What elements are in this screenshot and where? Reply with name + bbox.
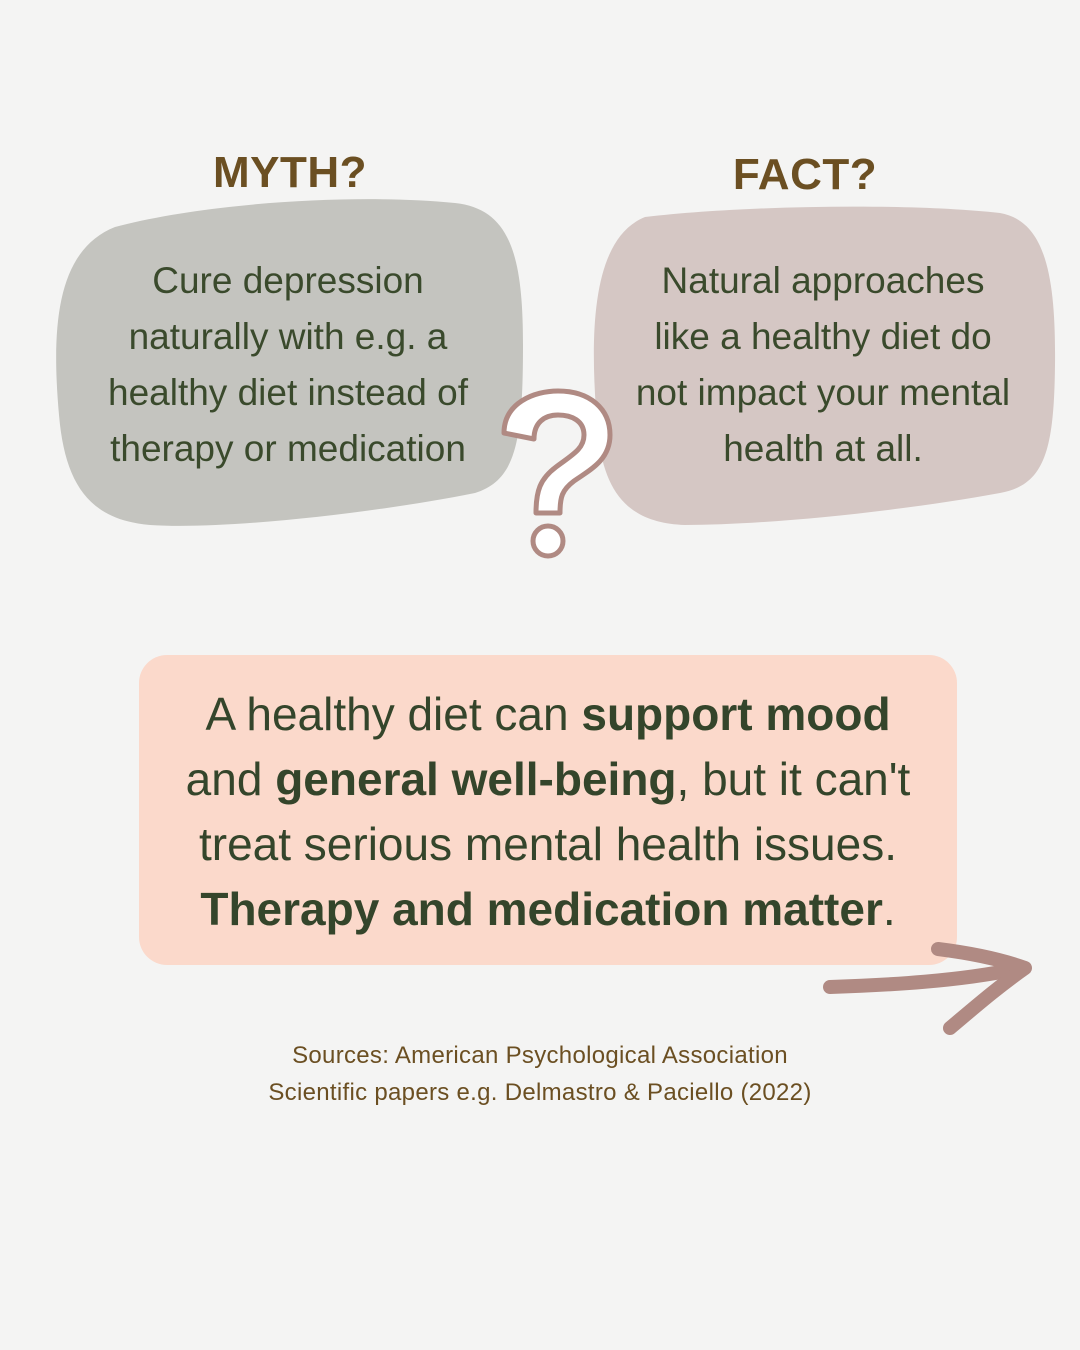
source-line-2: Scientific papers e.g. Delmastro & Pacie… [268, 1079, 812, 1106]
answer-box: A healthy diet can support mood and gene… [139, 655, 957, 965]
source-line-1: Sources: American Psychological Associat… [292, 1042, 788, 1069]
arrow-right-icon [823, 942, 1032, 1035]
myth-blob-shape [56, 199, 524, 526]
sources: Sources: American Psychological Associat… [0, 1037, 1080, 1111]
myth-card: Cure depression naturally with e.g. a he… [55, 195, 525, 530]
answer-emphasis-well-being: general well-being [275, 753, 677, 805]
answer-line-4: Therapy and medication matter. [139, 877, 957, 942]
answer-text-plain: , but it can't [676, 753, 911, 805]
answer-text-plain: A healthy diet can [205, 688, 582, 740]
fact-card: Natural approaches like a healthy diet d… [590, 195, 1060, 530]
answer-line-2: and general well-being, but it can't [139, 747, 957, 812]
myth-statement: Cure depression naturally with e.g. a he… [108, 260, 468, 469]
fact-statement: Natural approaches like a healthy diet d… [635, 260, 1011, 469]
question-mark-icon [501, 388, 613, 559]
answer-emphasis-support-mood: support mood [581, 688, 891, 740]
myth-heading: MYTH? [212, 148, 368, 197]
answer-emphasis-therapy: Therapy and medication matter [200, 883, 883, 935]
fact-blob-shape [593, 206, 1056, 525]
answer-text-plain: and [185, 753, 276, 805]
answer-text: A healthy diet can support mood and gene… [139, 682, 957, 942]
answer-text-plain: . [882, 883, 896, 935]
answer-line-1: A healthy diet can support mood [139, 682, 957, 747]
fact-heading: FACT? [732, 150, 878, 199]
answer-line-3: treat serious mental health issues. [198, 818, 898, 870]
